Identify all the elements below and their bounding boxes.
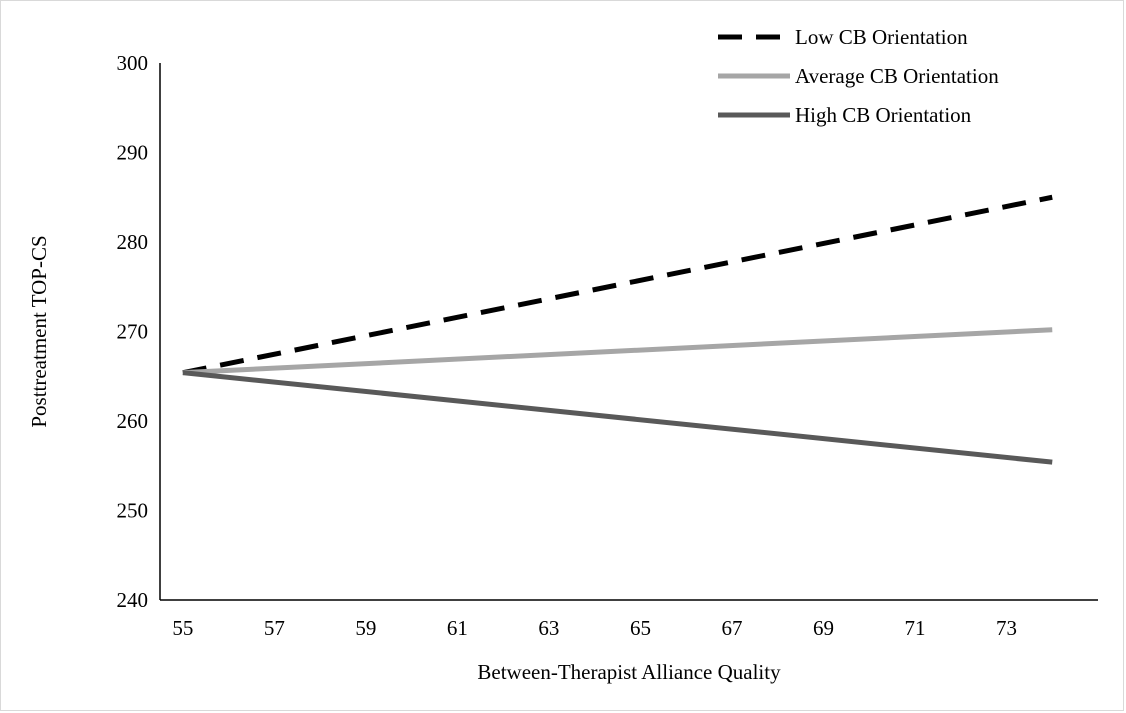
y-tick-label: 270 [117,320,149,344]
legend: Low CB Orientation Average CB Orientation… [718,25,999,127]
y-tick-label: 290 [117,141,149,165]
series-line-low-cb-orientation [182,194,1053,376]
axes [159,63,1098,601]
x-tick-labels: 55 57 59 61 63 65 67 69 71 73 [172,616,1017,640]
series-line-high-cb-orientation [182,370,1053,465]
x-tick-label: 71 [904,616,925,640]
x-tick-label: 63 [538,616,559,640]
y-tick-label: 280 [117,230,149,254]
legend-label: Average CB Orientation [795,64,999,88]
y-tick-label: 260 [117,409,149,433]
x-tick-label: 57 [264,616,285,640]
x-axis-title: Between-Therapist Alliance Quality [477,660,781,684]
y-tick-label: 240 [117,588,149,612]
x-tick-label: 61 [447,616,468,640]
y-tick-label: 300 [117,51,149,75]
x-tick-label: 65 [630,616,651,640]
x-tick-label: 73 [996,616,1017,640]
x-tick-label: 59 [355,616,376,640]
legend-label: High CB Orientation [795,103,972,127]
x-tick-label: 55 [172,616,193,640]
x-tick-label: 69 [813,616,834,640]
series-line-average-cb-orientation [182,327,1053,376]
y-axis-title: Posttreatment TOP-CS [27,235,51,427]
y-tick-label: 250 [117,499,149,523]
y-tick-labels: 240 250 260 270 280 290 300 [117,51,149,612]
x-tick-label: 67 [721,616,742,640]
legend-label: Low CB Orientation [795,25,968,49]
series-lines [182,194,1053,465]
